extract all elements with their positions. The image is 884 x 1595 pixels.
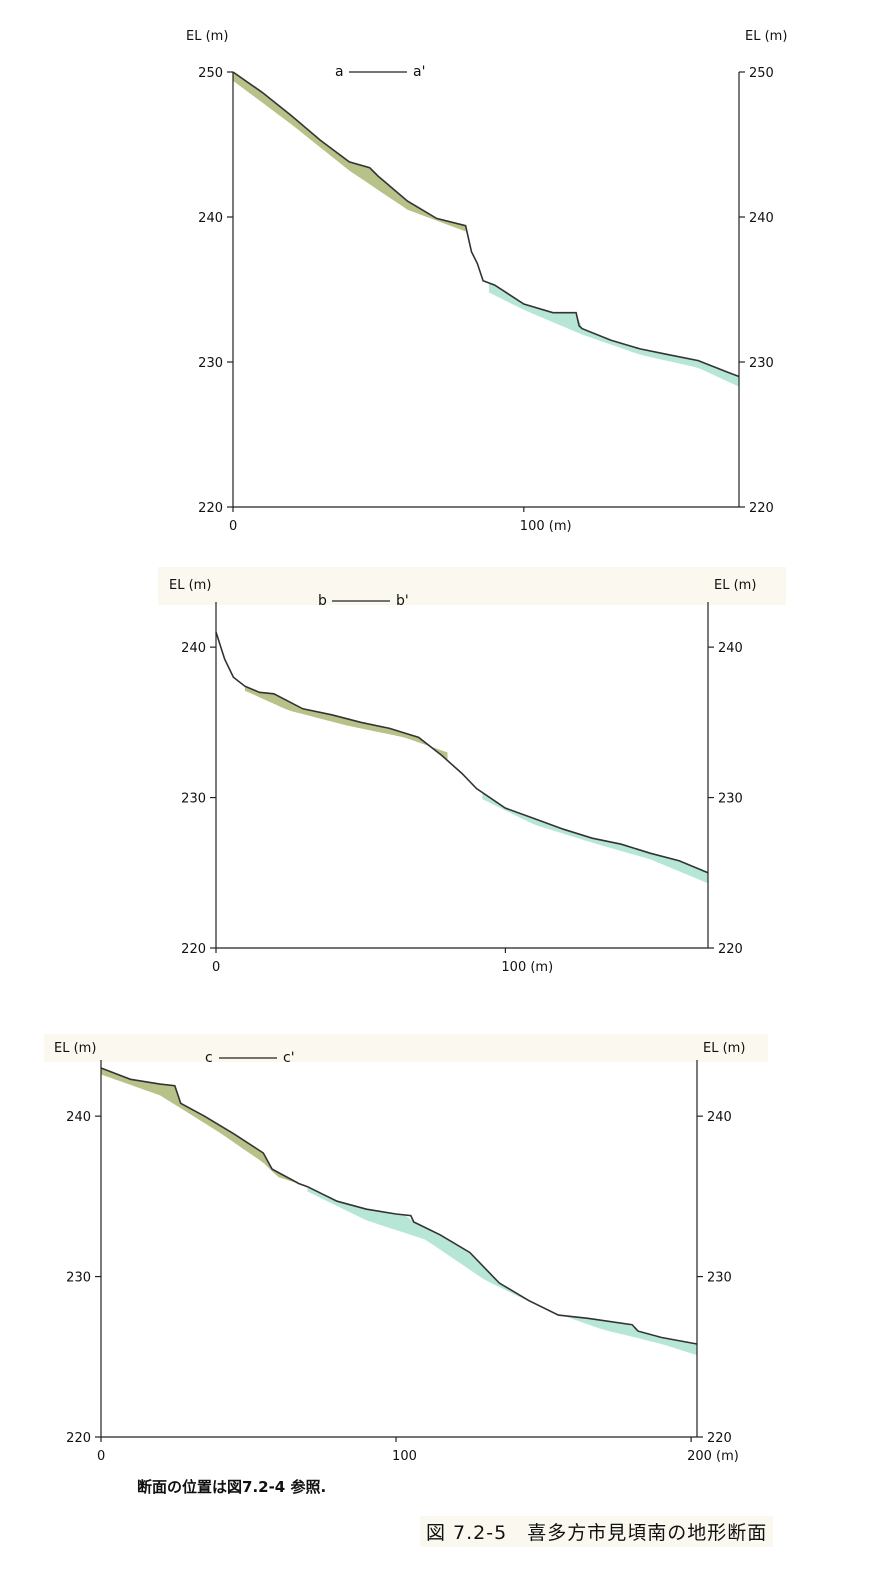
layer-upper-fill bbox=[101, 1068, 299, 1184]
section-label-start: c bbox=[205, 1050, 213, 1066]
y-axis-title-left: EL (m) bbox=[54, 1041, 96, 1056]
y-axis-title-left: EL (m) bbox=[169, 578, 211, 593]
y-axis-title-left: EL (m) bbox=[186, 29, 228, 44]
y-tick-label-right: 240 bbox=[749, 211, 774, 226]
y-tick-label-right: 220 bbox=[707, 1431, 732, 1446]
y-tick-label-right: 250 bbox=[749, 66, 774, 81]
y-axis-title-right: EL (m) bbox=[714, 578, 756, 593]
section-label-end: a' bbox=[413, 64, 425, 80]
y-tick-label-left: 240 bbox=[181, 641, 206, 656]
y-tick-label-right: 220 bbox=[749, 501, 774, 516]
x-tick-label: 100 (m) bbox=[520, 519, 572, 534]
y-tick-label-right: 230 bbox=[707, 1271, 732, 1286]
y-tick-label-left: 240 bbox=[66, 1110, 91, 1125]
y-tick-label-right: 240 bbox=[707, 1110, 732, 1125]
chart-section-b: 220 220 230 230 240 240 0 100 (m) EL (m) EL (m) b b… bbox=[169, 578, 756, 975]
y-axis-title-right: EL (m) bbox=[703, 1041, 745, 1056]
y-tick-label-right: 220 bbox=[718, 942, 743, 957]
x-tick-label: 0 bbox=[97, 1449, 105, 1464]
chart-section-c: 220 220 230 230 240 240 0 100 200 (m) EL (m) EL (m… bbox=[54, 1041, 745, 1464]
y-tick-label-right: 240 bbox=[718, 641, 743, 656]
chart-section-a: 220 220 230 230 240 240 250 250 0 100 (m) EL (m) EL… bbox=[186, 29, 787, 534]
x-tick-label: 0 bbox=[229, 519, 237, 534]
ground-profile-line bbox=[215, 631, 709, 874]
layer-upper-fill bbox=[244, 686, 448, 761]
x-tick-label: 0 bbox=[212, 960, 220, 975]
chart-b-header-band bbox=[158, 567, 786, 605]
chart-c-header-band bbox=[44, 1034, 768, 1062]
y-tick-label-left: 230 bbox=[181, 792, 206, 807]
layer-lower-fill bbox=[488, 283, 739, 387]
y-tick-label-left: 220 bbox=[66, 1431, 91, 1446]
section-label-end: b' bbox=[396, 593, 409, 609]
y-tick-label-right: 230 bbox=[718, 792, 743, 807]
x-tick-label: 200 (m) bbox=[687, 1449, 739, 1464]
y-tick-label-left: 230 bbox=[66, 1271, 91, 1286]
section-label-start: b bbox=[318, 593, 327, 609]
ground-profile-line bbox=[100, 1067, 698, 1345]
ground-profile-line bbox=[232, 71, 740, 378]
y-tick-label-left: 220 bbox=[181, 942, 206, 957]
section-location-note: 断面の位置は図7.2-4 参照. bbox=[137, 1478, 327, 1496]
y-tick-label-right: 230 bbox=[749, 356, 774, 371]
x-tick-label: 100 bbox=[392, 1449, 417, 1464]
figure-caption: 図 7.2-5 喜多方市見頃南の地形断面 bbox=[420, 1516, 774, 1547]
y-axis-title-right: EL (m) bbox=[745, 29, 787, 44]
y-tick-label-left: 250 bbox=[198, 66, 223, 81]
y-tick-label-left: 220 bbox=[198, 501, 223, 516]
layer-lower-fill bbox=[482, 792, 708, 884]
x-tick-label: 100 (m) bbox=[501, 960, 553, 975]
layer-lower-fill bbox=[307, 1186, 697, 1356]
y-tick-label-left: 240 bbox=[198, 211, 223, 226]
section-label-start: a bbox=[335, 64, 344, 80]
y-tick-label-left: 230 bbox=[198, 356, 223, 371]
section-label-end: c' bbox=[283, 1050, 295, 1066]
